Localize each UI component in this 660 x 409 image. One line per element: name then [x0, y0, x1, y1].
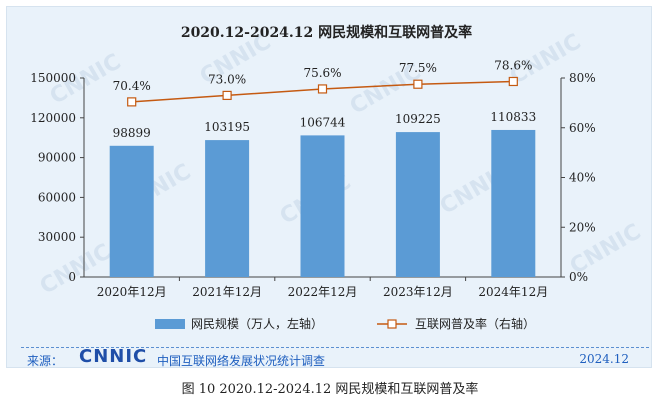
bar-value-label: 98899: [113, 126, 151, 140]
rate-marker: [413, 79, 423, 89]
x-tick-label: 2021年12月: [192, 285, 262, 299]
rate-value-label: 77.5%: [399, 61, 437, 75]
bar-value-label: 109225: [395, 112, 441, 126]
legend-bar-swatch: [155, 319, 185, 329]
bar-value-label: 110833: [490, 110, 536, 124]
x-tick-label: 2022年12月: [288, 285, 358, 299]
bar: [109, 145, 154, 277]
bar-value-label: 106744: [300, 115, 346, 129]
source-label: 来源：: [27, 354, 64, 368]
source-date: 2024.12: [579, 352, 629, 366]
legend-line-marker: [387, 319, 397, 329]
right-tick-label: 40%: [569, 171, 596, 185]
cnnic-logo: CNNIC: [79, 346, 148, 367]
left-tick-label: 0: [68, 270, 76, 284]
combo-chart: 2020.12-2024.12 网民规模和互联网普及率 0 30000 60000 90…: [30, 24, 596, 331]
chart-frame: CNNIC CNNIC CNNIC CNNIC CNNIC CNNIC CNNI…: [6, 6, 652, 368]
legend-line-label: 互联网普及率（右轴）: [415, 316, 535, 331]
source-text: 中国互联网络发展状况统计调查: [157, 354, 326, 368]
x-tick-label: 2024年12月: [478, 285, 548, 299]
left-tick-label: 60000: [38, 190, 76, 204]
left-tick-label: 150000: [30, 71, 76, 85]
bar: [395, 132, 440, 277]
figure-caption: 图 10 2020.12-2024.12 网民规模和互联网普及率: [181, 382, 479, 397]
rate-value-label: 75.6%: [303, 66, 341, 80]
legend-bar-label: 网民规模（万人，左轴）: [191, 316, 323, 331]
footer-divider: [21, 347, 649, 348]
rate-marker: [317, 84, 328, 94]
rate-marker: [222, 90, 232, 101]
left-tick-label: 30000: [38, 230, 76, 244]
right-tick-label: 80%: [569, 71, 596, 85]
left-tick-label: 120000: [30, 111, 76, 125]
bar: [205, 140, 250, 277]
bar: [300, 135, 345, 277]
bar: [491, 129, 536, 277]
bar-value-label: 103195: [204, 120, 250, 134]
rate-marker: [508, 76, 518, 87]
left-tick-label: 90000: [38, 151, 76, 165]
rate-value-label: 70.4%: [113, 79, 151, 93]
rate-value-label: 78.6%: [494, 58, 532, 72]
x-tick-label: 2020年12月: [97, 285, 167, 299]
x-tick-label: 2023年12月: [383, 285, 453, 299]
right-tick-label: 0%: [569, 270, 588, 284]
right-tick-label: 60%: [569, 121, 596, 135]
rate-marker: [127, 97, 137, 107]
chart-title: 2020.12-2024.12 网民规模和互联网普及率: [181, 24, 472, 41]
rate-value-label: 73.0%: [208, 72, 246, 86]
right-tick-label: 20%: [569, 220, 596, 234]
